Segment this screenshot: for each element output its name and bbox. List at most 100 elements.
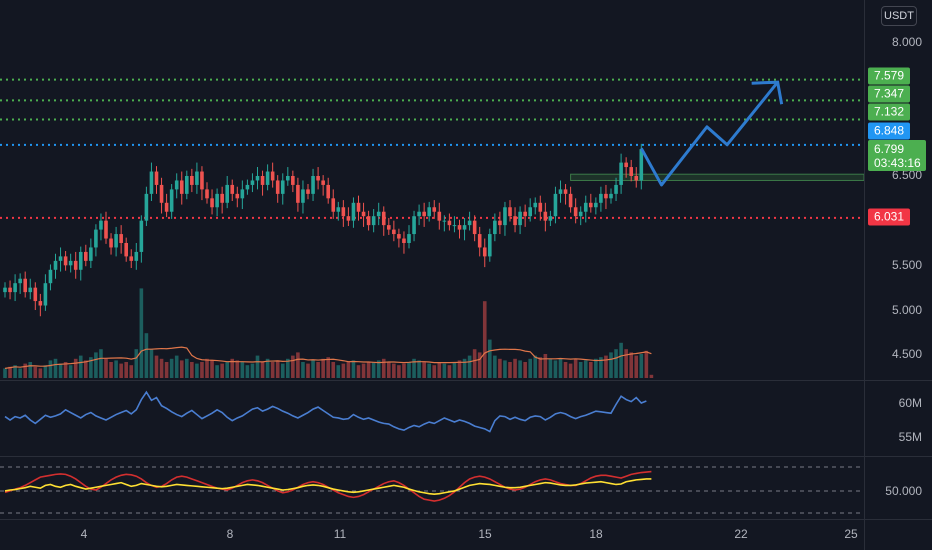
candle-body [346, 216, 351, 221]
volume-bar [397, 365, 401, 378]
candle-body [573, 207, 578, 217]
volume-bar [619, 342, 623, 378]
candle-body [619, 162, 623, 185]
candle-body [84, 251, 88, 261]
volume-bar [563, 362, 568, 378]
candle-body [149, 171, 154, 194]
candle-body [356, 202, 361, 212]
candle-body [533, 202, 538, 208]
demand-zone-rect [570, 173, 865, 181]
candle-body [634, 175, 639, 181]
volume-bar [119, 363, 123, 378]
volume-bar [624, 349, 628, 378]
volume-bar [58, 363, 63, 378]
volume-bar [89, 357, 93, 378]
volume-bar [371, 362, 376, 378]
candle-body [94, 229, 98, 248]
oscillator-d-line [4, 478, 652, 495]
volume-bar [94, 352, 98, 378]
volume-bar [331, 362, 336, 378]
volume-bar [210, 360, 214, 378]
candle-body [205, 189, 209, 199]
indicator-series-line [4, 390, 647, 433]
price-axis-border [864, 0, 865, 550]
pane-separator [0, 456, 932, 457]
volume-bar [402, 363, 406, 378]
candle-body [457, 225, 462, 230]
price-tick: 8.000 [891, 35, 922, 49]
volume-bar [477, 352, 482, 378]
volume-bar [154, 355, 159, 378]
candle-body [48, 269, 53, 284]
candle-body [260, 175, 265, 185]
volume-bar [109, 362, 113, 378]
volume-bar [179, 360, 184, 378]
candle-body [43, 283, 48, 306]
candle-body [351, 202, 356, 221]
candle-body [265, 171, 270, 185]
volume-bar [558, 358, 563, 378]
candle-body [387, 225, 391, 230]
candle-body [270, 171, 275, 181]
candle-body [129, 256, 134, 261]
candle-body [235, 193, 240, 199]
volume-bar [33, 366, 38, 378]
volume-bar [3, 368, 7, 378]
indicator-tick: 60M [898, 396, 922, 410]
currency-badge[interactable]: USDT [881, 6, 917, 26]
candle-body [286, 175, 290, 181]
volume-bar [255, 355, 260, 378]
pane-separator [0, 380, 932, 381]
candle-body [482, 247, 487, 257]
candle-body [589, 202, 593, 208]
candle-body [23, 278, 27, 293]
candle-body [169, 189, 174, 212]
candle-body [220, 193, 224, 203]
volume-bar [220, 363, 224, 378]
volume-bar [280, 363, 285, 378]
candle-body [518, 211, 522, 226]
candle-body [336, 207, 341, 212]
time-label: 25 [844, 527, 858, 541]
volume-bar [240, 362, 245, 378]
candle-body [306, 189, 310, 194]
candle-body [341, 207, 346, 217]
volume-bar [286, 358, 290, 378]
candle-body [397, 234, 401, 239]
volume-bar [508, 362, 512, 378]
candle-body [33, 287, 38, 302]
candle-body [68, 260, 73, 266]
projection-path [639, 81, 779, 187]
volume-bar [316, 362, 320, 378]
volume-bar [265, 358, 270, 378]
candle-body [639, 149, 644, 181]
candle-body [53, 260, 58, 270]
oscillator-tick: 50.000 [885, 484, 922, 498]
volume-bar [139, 288, 144, 378]
projection-arrow [639, 80, 784, 187]
volume-bar [114, 360, 118, 378]
candle-body [604, 193, 608, 199]
volume-bar [553, 360, 558, 378]
volume-bar [578, 362, 583, 378]
demand-zone [570, 173, 865, 181]
candle-body [432, 207, 437, 212]
candle-body [381, 211, 386, 226]
volume-bar [174, 355, 179, 378]
last-price-tag: 6.799 03:43:16 [868, 140, 926, 171]
candle-body [164, 202, 169, 212]
volume-bar [48, 360, 53, 378]
indicator-line [4, 390, 647, 433]
candle-body [583, 202, 588, 212]
candle-body [477, 234, 482, 248]
volume-bar [629, 352, 633, 378]
candle-body [13, 283, 17, 293]
volume-bar [432, 365, 437, 378]
candle-body [104, 220, 108, 239]
volume-bar [488, 339, 492, 378]
volume-bar [361, 363, 366, 378]
volume-bar [28, 362, 33, 378]
volume-bar [548, 358, 553, 378]
candle-body [134, 251, 139, 261]
